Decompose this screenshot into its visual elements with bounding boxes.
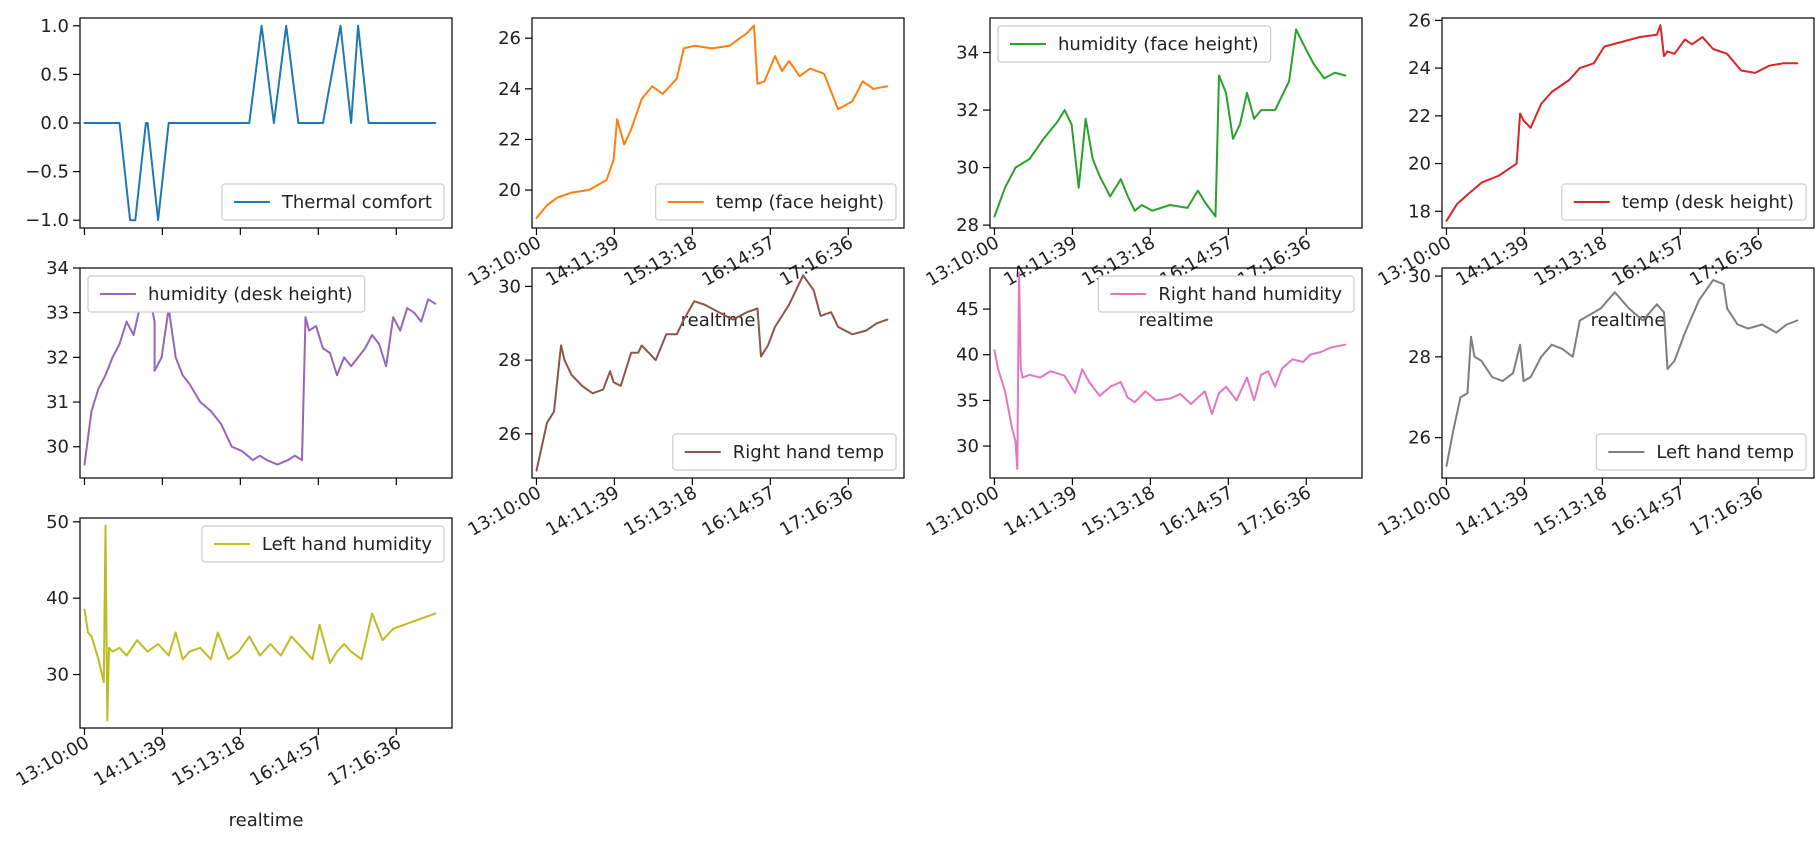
series-line (535, 24, 889, 219)
y-tick-label: 40 (956, 345, 979, 366)
axes-frame (1441, 267, 1815, 479)
y-tick-label: 30 (46, 437, 69, 458)
legend-box (997, 25, 1272, 63)
y-tick-label: 24 (498, 79, 521, 100)
legend-box (1097, 275, 1355, 313)
legend-box (87, 275, 366, 313)
y-tick-label: 30 (498, 276, 521, 297)
y-tick-label: 34 (46, 258, 69, 279)
x-axis-label: realtime (1591, 310, 1666, 331)
legend-label: temp (desk height) (1622, 192, 1794, 213)
legend-box (201, 525, 445, 563)
legend-label: humidity (face height) (1058, 34, 1259, 55)
y-ticks: 28 30 32 34 (956, 43, 990, 236)
y-ticks: 26 28 30 (498, 276, 532, 445)
legend-label: Right hand temp (733, 442, 884, 463)
legend-label: temp (face height) (716, 192, 884, 213)
y-tick-label: 40 (46, 588, 69, 609)
axes-frame (989, 17, 1363, 229)
y-tick-label: 34 (956, 43, 979, 64)
series-line (83, 24, 437, 222)
axes-frame (1441, 17, 1815, 229)
y-tick-label: −1.0 (25, 210, 69, 231)
y-tick-label: 24 (1408, 58, 1431, 79)
subplot-humidity-desk-height: 30 31 32 33 34 humidity (desk height) (46, 258, 453, 485)
y-tick-label: 26 (1408, 428, 1431, 449)
y-tick-label: 31 (46, 392, 69, 413)
y-tick-label: 32 (956, 100, 979, 121)
y-tick-label: 20 (1408, 154, 1431, 175)
axes-frame (989, 267, 1363, 479)
y-tick-label: 26 (498, 424, 521, 445)
y-ticks: 26 28 30 (1408, 266, 1442, 449)
x-axis-label: realtime (1139, 310, 1214, 331)
series-line (993, 271, 1347, 470)
x-axis-label: realtime (229, 810, 304, 831)
y-ticks: 30 40 50 (46, 512, 80, 686)
y-tick-label: 30 (46, 665, 69, 686)
series-line (83, 524, 437, 722)
legend-box (1561, 183, 1807, 221)
subplot-thermal-comfort: −1.0 −0.5 0.0 0.5 1.0 Thermal comfort (25, 16, 453, 235)
series-line (1445, 279, 1799, 467)
legend: Right hand humidity (1097, 275, 1355, 313)
legend: Left hand temp (1595, 433, 1807, 471)
axes-frame (79, 517, 453, 729)
legend-box (1595, 433, 1807, 471)
y-tick-label: 26 (498, 28, 521, 49)
y-tick-label: 45 (956, 299, 979, 320)
axes-frame (79, 267, 453, 479)
y-ticks: 30 35 40 45 (956, 299, 990, 457)
legend: humidity (desk height) (87, 275, 366, 313)
y-tick-label: 28 (956, 215, 979, 236)
y-tick-label: 28 (498, 350, 521, 371)
y-tick-label: 22 (1408, 106, 1431, 127)
y-tick-label: 32 (46, 347, 69, 368)
legend: Right hand temp (672, 433, 897, 471)
legend-box (672, 433, 897, 471)
y-tick-label: −0.5 (25, 162, 69, 183)
axes-frame (531, 17, 905, 229)
y-tick-label: 20 (498, 180, 521, 201)
y-tick-label: 22 (498, 129, 521, 150)
y-ticks: 20 22 24 26 (498, 28, 532, 201)
axes-frame (531, 267, 905, 479)
y-tick-label: 18 (1408, 201, 1431, 222)
y-tick-label: 35 (956, 390, 979, 411)
legend: Thermal comfort (221, 183, 445, 221)
x-ticks (83, 228, 397, 235)
y-tick-label: 30 (1408, 266, 1431, 287)
legend-label: Thermal comfort (281, 192, 432, 213)
legend-label: Left hand temp (1656, 442, 1794, 463)
legend: temp (desk height) (1561, 183, 1807, 221)
legend-label: Right hand humidity (1158, 284, 1342, 305)
legend-box (221, 183, 445, 221)
legend: humidity (face height) (997, 25, 1272, 63)
legend: Left hand humidity (201, 525, 445, 563)
y-tick-label: 0.0 (40, 113, 69, 134)
y-tick-label: 50 (46, 512, 69, 533)
legend-box (655, 183, 897, 221)
y-ticks: 30 31 32 33 34 (46, 258, 80, 458)
series-line (1445, 24, 1799, 222)
series-line (993, 28, 1347, 218)
y-ticks: 18 20 22 24 26 (1408, 10, 1442, 222)
y-tick-label: 33 (46, 303, 69, 324)
x-ticks (83, 478, 397, 485)
y-ticks: −1.0 −0.5 0.0 0.5 1.0 (25, 16, 80, 231)
legend-label: humidity (desk height) (148, 284, 353, 305)
y-tick-label: 0.5 (40, 64, 69, 85)
x-axis-label: realtime (681, 310, 756, 331)
y-tick-label: 30 (956, 158, 979, 179)
y-tick-label: 26 (1408, 10, 1431, 31)
y-tick-label: 28 (1408, 347, 1431, 368)
series-line (535, 274, 889, 472)
y-tick-label: 1.0 (40, 16, 69, 37)
y-tick-label: 30 (956, 436, 979, 457)
legend-label: Left hand humidity (262, 534, 432, 555)
legend: temp (face height) (655, 183, 897, 221)
